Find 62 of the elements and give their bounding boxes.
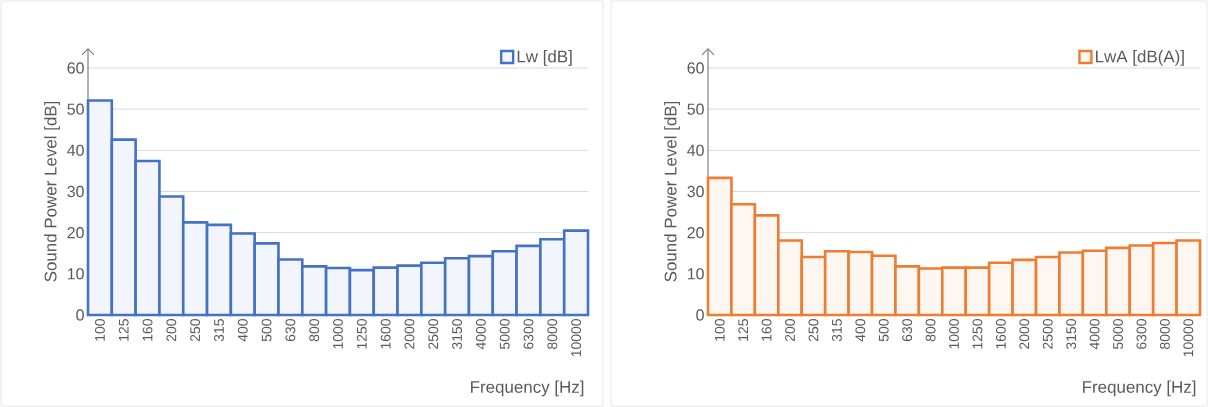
x-tick-label: 1250	[356, 319, 367, 349]
legend-label: Lw [dB]	[517, 50, 572, 66]
y-tick-label: 10	[687, 268, 704, 280]
x-tick-label: 160	[142, 319, 153, 341]
y-tick-label: 50	[687, 103, 704, 115]
x-tick-label: 1600	[380, 319, 391, 349]
x-tick-label: 500	[878, 319, 889, 342]
y-tick-label: 20	[687, 227, 704, 239]
x-tick-label: 630	[285, 319, 296, 342]
x-tick-label: 4000	[475, 319, 486, 350]
y-tick-label: 10	[67, 268, 84, 280]
x-tick-label: 5000	[1113, 319, 1123, 349]
y-tick-label: 20	[67, 227, 84, 239]
x-tick-label: 1000	[949, 319, 959, 349]
x-tick-label: 315	[214, 319, 224, 342]
y-tick-label: 30	[687, 185, 704, 198]
y-tick-label: 0	[76, 309, 84, 321]
x-tick-label: 100	[94, 319, 105, 341]
legend-label: LwA [dB(A)]	[1096, 50, 1184, 66]
x-tick-label: 1000	[333, 319, 343, 349]
x-axis-title: Frequency [Hz]	[1083, 380, 1196, 397]
x-tick-label: 125	[738, 319, 749, 341]
x-tick-label: 1600	[995, 319, 1006, 349]
y-axis-title: Sound Power Level [dB]	[44, 101, 60, 282]
x-tick-label: 400	[237, 319, 248, 342]
x-axis-title: Frequency [Hz]	[471, 380, 584, 397]
x-tick-label: 125	[118, 319, 129, 341]
x-tick-label: 500	[261, 319, 272, 342]
y-tick-label: 40	[67, 144, 84, 156]
x-tick-label: 200	[785, 319, 795, 342]
y-tick-label: 0	[696, 309, 704, 321]
x-tick-label: 8000	[547, 319, 558, 349]
x-tick-label: 10000	[1183, 319, 1194, 357]
x-tick-label: 4000	[1089, 319, 1100, 350]
y-tick-label: 60	[687, 62, 704, 74]
x-tick-label: 400	[855, 319, 866, 342]
x-tick-label: 8000	[1159, 319, 1170, 349]
x-tick-label: 5000	[499, 319, 510, 349]
x-tick-label: 800	[309, 319, 320, 342]
x-tick-label: 2000	[1019, 319, 1030, 349]
x-tick-label: 250	[190, 319, 201, 342]
y-tick-label: 30	[67, 185, 84, 198]
x-tick-label: 800	[925, 319, 936, 342]
y-tick-label: 60	[67, 62, 84, 74]
x-tick-label: 3150	[452, 319, 462, 350]
x-tick-label: 200	[166, 319, 177, 342]
x-tick-label: 6300	[1136, 319, 1147, 349]
y-tick-label: 40	[687, 144, 704, 156]
y-tick-label: 50	[67, 103, 84, 115]
x-tick-label: 100	[714, 319, 725, 341]
x-tick-label: 2500	[428, 319, 439, 349]
x-tick-label: 250	[808, 319, 819, 342]
x-tick-label: 6300	[523, 319, 534, 349]
x-tick-label: 2500	[1042, 319, 1053, 349]
x-tick-label: 630	[902, 319, 913, 342]
x-tick-label: 160	[761, 319, 772, 341]
x-tick-label: 1250	[972, 319, 983, 349]
x-tick-label: 3150	[1066, 319, 1077, 350]
x-tick-label: 2000	[404, 319, 415, 349]
x-tick-label: 10000	[571, 319, 582, 357]
y-axis-title: Sound Power Level [dB]	[664, 101, 680, 282]
x-tick-label: 315	[831, 319, 842, 342]
